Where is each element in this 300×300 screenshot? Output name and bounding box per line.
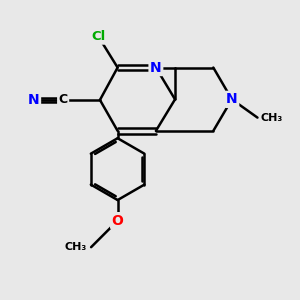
Text: C: C (58, 93, 68, 106)
Text: O: O (112, 214, 124, 228)
Text: Cl: Cl (91, 30, 106, 43)
Text: CH₃: CH₃ (64, 242, 87, 252)
Text: CH₃: CH₃ (260, 112, 283, 123)
Text: N: N (28, 93, 40, 107)
Text: N: N (226, 92, 238, 106)
Text: N: N (150, 61, 162, 75)
